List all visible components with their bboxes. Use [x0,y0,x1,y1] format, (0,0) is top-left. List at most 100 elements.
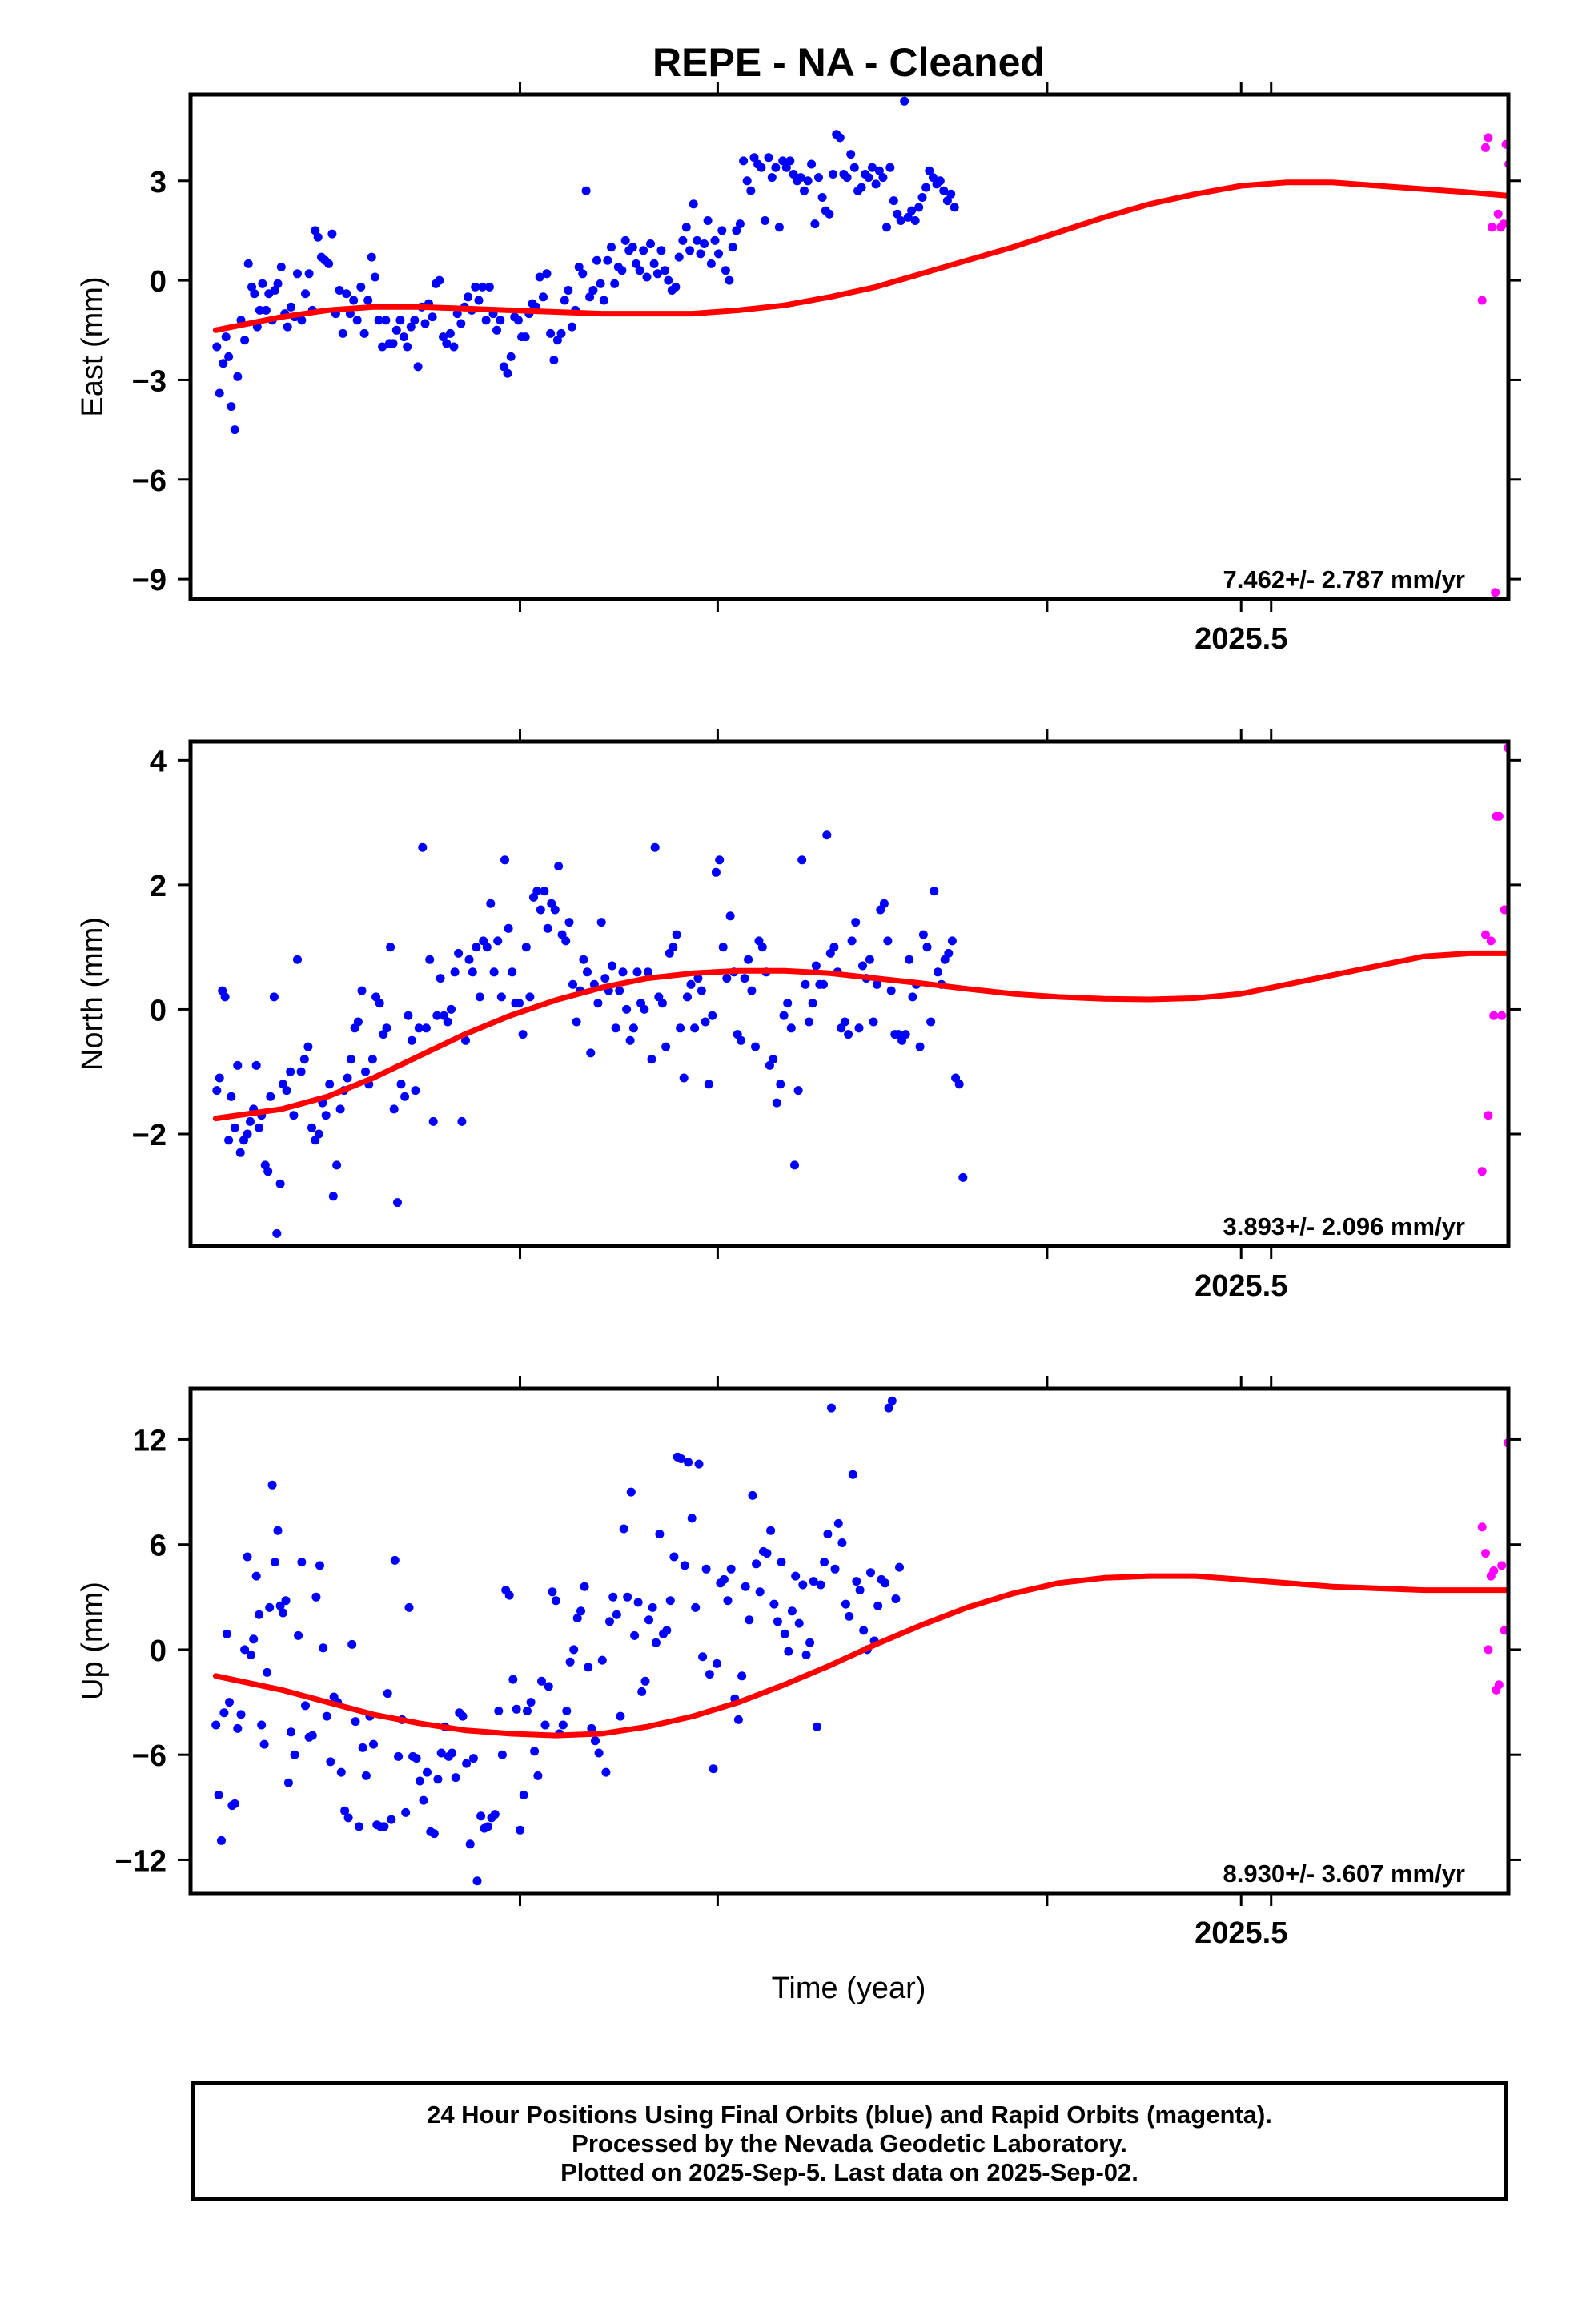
final-orbit-point [335,286,344,295]
final-orbit-point [1026,0,1034,5]
final-orbit-point [777,1558,786,1567]
final-orbit-point [611,1023,620,1033]
final-orbit-point [887,1396,897,1405]
final-orbit-point [995,0,1004,5]
final-orbit-point [540,1720,550,1730]
final-orbit-point [335,1104,345,1114]
final-orbit-point [1024,0,1033,5]
final-orbit-point [1408,0,1417,5]
final-orbit-point [1333,0,1342,5]
final-orbit-point [1275,0,1284,5]
final-orbit-point [978,0,987,5]
final-orbit-point [1254,0,1263,5]
final-orbit-point [518,1030,528,1039]
final-orbit-point [1401,0,1410,5]
final-orbit-point [769,1599,779,1609]
final-orbit-point [848,1470,857,1479]
final-orbit-point [823,1530,833,1539]
y-axis-label: Up (mm) [76,1582,110,1700]
y-tick-label: 4 [150,745,167,778]
final-orbit-point [618,967,628,977]
final-orbit-point [1134,0,1143,5]
final-orbit-point [783,999,793,1008]
final-orbit-point [1463,0,1472,5]
final-orbit-point [1321,0,1330,5]
final-orbit-point [286,1067,295,1076]
final-orbit-point [429,1829,439,1839]
final-orbit-point [891,1594,901,1603]
final-orbit-point [671,282,681,292]
final-orbit-point [1099,0,1108,5]
final-orbit-point [616,1711,625,1721]
final-orbit-point [1316,0,1325,5]
final-orbit-point [990,0,998,5]
final-orbit-point [612,1610,621,1619]
final-orbit-point [1048,0,1057,5]
final-orbit-point [311,1592,321,1602]
final-orbit-point [661,1042,671,1051]
final-orbit-point [451,1773,460,1783]
final-orbit-point [423,1767,432,1777]
final-orbit-point [956,0,965,5]
final-orbit-point [290,1750,299,1759]
final-orbit-point [356,282,366,292]
final-orbit-point [383,1689,392,1699]
final-orbit-point [617,266,627,275]
final-orbit-point [1328,0,1337,5]
final-orbit-point [450,967,460,977]
final-orbit-point [1172,0,1181,5]
final-orbit-point [1346,0,1355,5]
plot-area [211,0,1508,1886]
final-orbit-point [435,275,444,285]
final-orbit-point [1242,0,1251,5]
final-orbit-point [283,1778,293,1787]
final-orbit-point [840,1017,849,1027]
final-orbit-point [1068,0,1077,5]
y-tick-label: 3 [150,166,167,199]
final-orbit-point [1417,0,1426,5]
final-orbit-point [1252,0,1261,5]
final-orbit-point [1359,0,1368,5]
final-orbit-point [1059,0,1068,5]
final-orbit-point [1289,0,1298,5]
final-orbit-point [1129,0,1138,5]
final-orbit-point [1004,0,1013,5]
final-orbit-point [299,1055,309,1064]
final-orbit-point [1012,0,1021,5]
final-orbit-point [1072,0,1081,5]
final-orbit-point [1070,0,1079,5]
final-orbit-point [1339,0,1347,5]
final-orbit-point [1138,0,1147,5]
final-orbit-point [235,1148,245,1157]
final-orbit-point [665,1596,675,1606]
final-orbit-point [1178,0,1186,5]
final-orbit-point [678,235,688,245]
final-orbit-point [1114,0,1123,5]
final-orbit-point [251,1571,261,1581]
final-orbit-point [562,1707,572,1715]
final-orbit-point [1263,0,1272,5]
final-orbit-point [273,1526,283,1535]
final-orbit-point [325,1080,335,1089]
final-orbit-point [1231,0,1240,5]
final-orbit-point [771,163,781,172]
final-orbit-point [1090,0,1099,5]
final-orbit-point [374,316,383,325]
final-orbit-point [1117,0,1126,5]
final-orbit-point [661,266,669,275]
final-orbit-point [458,1711,468,1721]
final-orbit-point [1148,0,1157,5]
final-orbit-point [1474,0,1483,5]
final-orbit-point [1426,0,1435,5]
final-orbit-point [1203,0,1211,5]
final-orbit-point [500,855,509,865]
final-orbit-point [1030,0,1039,5]
final-orbit-point [774,223,784,232]
final-orbit-point [1343,0,1352,5]
final-orbit-point [506,352,516,361]
final-orbit-point [1170,0,1178,5]
final-orbit-point [726,1564,736,1574]
final-orbit-point [212,342,222,352]
final-orbit-point [1199,0,1207,5]
rate-label: 8.930+/- 3.607 mm/yr [1223,1860,1465,1888]
